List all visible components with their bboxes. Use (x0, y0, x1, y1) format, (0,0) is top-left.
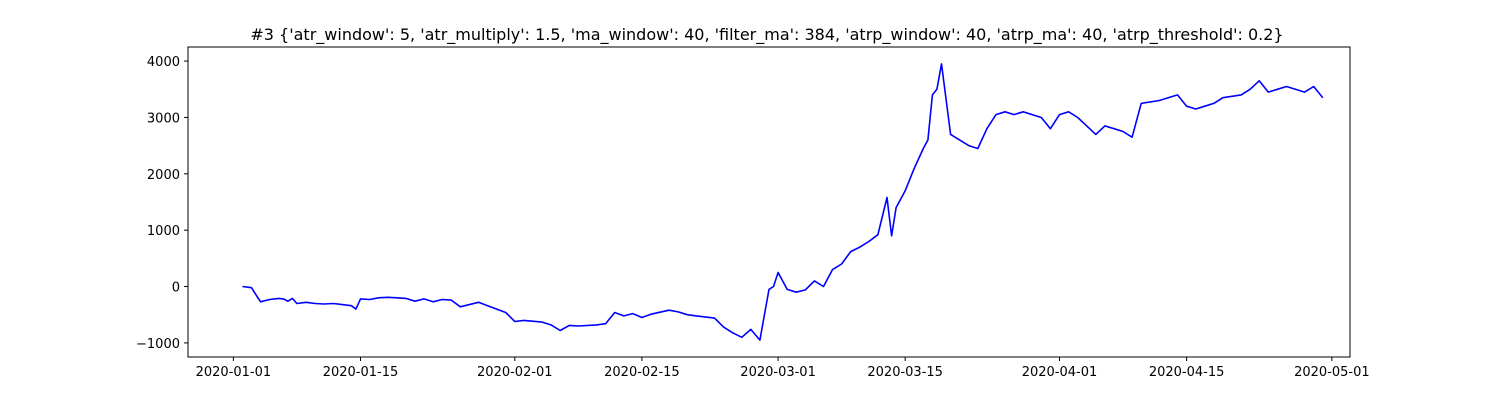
x-tick-label: 2020-02-01 (477, 365, 553, 380)
x-tick-label: 2020-01-01 (196, 365, 272, 380)
y-tick-label: 3000 (147, 111, 180, 126)
x-tick-label: 2020-03-01 (740, 365, 816, 380)
series-line-1 (242, 63, 1324, 341)
chart-title: #3 {'atr_window': 5, 'atr_multiply': 1.5… (250, 25, 1283, 45)
x-tick-label: 2020-02-15 (604, 365, 680, 380)
y-tick-label: −1000 (136, 337, 180, 352)
x-tick-label: 2020-04-01 (1022, 365, 1098, 380)
x-tick-label: 2020-04-15 (1149, 365, 1225, 380)
x-tick-label: 2020-01-15 (323, 365, 399, 380)
y-tick-label: 0 (172, 281, 180, 296)
plot-frame (187, 46, 1351, 358)
y-tick-label: 2000 (147, 168, 180, 183)
plot-area: 2020-01-01 2020-01-15 2020-02-01 2020-02-15… (136, 46, 1370, 380)
x-tick-label: 2020-03-15 (867, 365, 943, 380)
x-tick-label: 2020-05-01 (1294, 365, 1370, 380)
y-tick-label: 1000 (147, 224, 180, 239)
y-tick-label: 4000 (147, 55, 180, 70)
